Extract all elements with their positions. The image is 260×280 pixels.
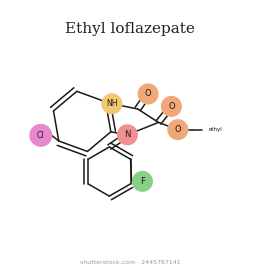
Circle shape xyxy=(133,172,152,191)
Circle shape xyxy=(161,97,181,116)
Circle shape xyxy=(118,125,137,145)
Circle shape xyxy=(102,94,122,114)
Text: ethyl: ethyl xyxy=(209,127,223,132)
Text: N: N xyxy=(124,130,131,139)
Text: shutterstock.com · 2445767141: shutterstock.com · 2445767141 xyxy=(80,260,180,265)
Text: F: F xyxy=(140,177,145,186)
Text: NH: NH xyxy=(106,99,118,108)
Circle shape xyxy=(138,84,158,104)
Text: O: O xyxy=(168,102,175,111)
Text: O: O xyxy=(174,125,181,134)
Text: O: O xyxy=(145,90,151,99)
Text: Cl: Cl xyxy=(37,131,44,140)
Circle shape xyxy=(30,125,51,146)
Text: Ethyl loflazepate: Ethyl loflazepate xyxy=(65,22,195,36)
Circle shape xyxy=(168,120,188,139)
